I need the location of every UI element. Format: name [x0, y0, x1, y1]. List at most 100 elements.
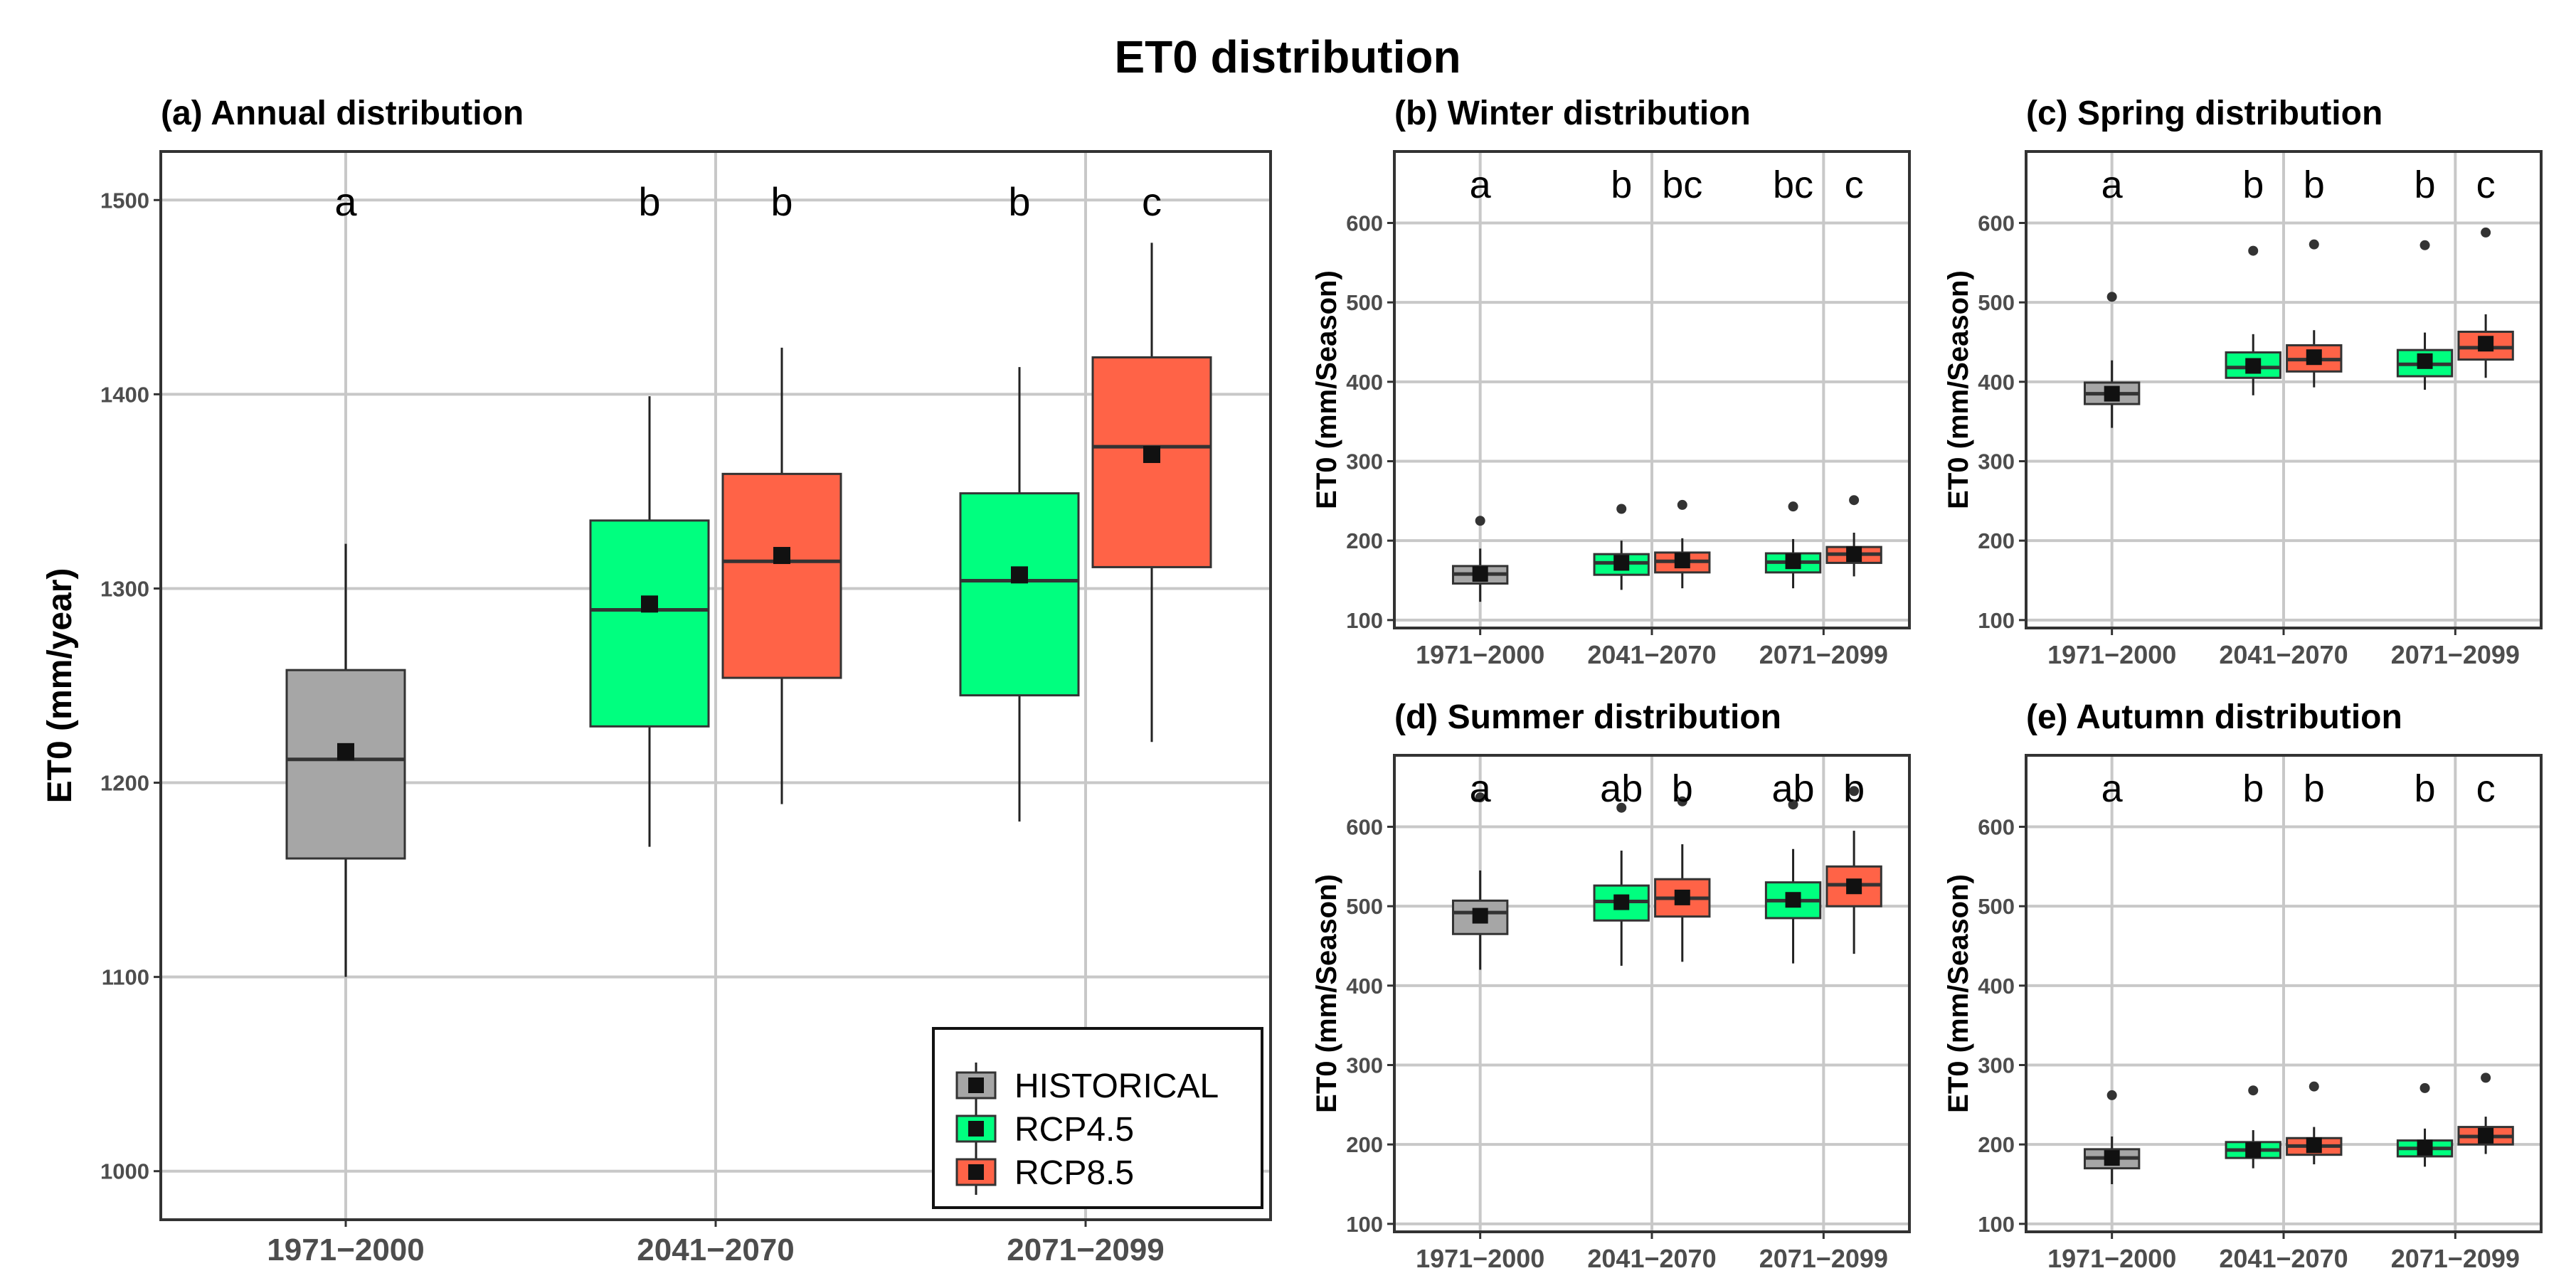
box-rcp85: c	[1825, 164, 1882, 577]
xtick-label: 2041−2070	[2219, 640, 2348, 669]
xtick-label: 2071−2099	[2391, 1244, 2520, 1273]
xtick-label: 2041−2070	[637, 1233, 794, 1267]
mean-marker	[773, 547, 790, 565]
outlier-point	[2309, 239, 2319, 250]
mean-marker	[2417, 353, 2433, 369]
significance-letter: b	[2304, 164, 2325, 206]
mean-marker	[1846, 878, 1862, 895]
significance-letter: a	[2101, 767, 2124, 810]
ytick-label: 200	[1978, 1132, 2015, 1157]
ytick-label: 100	[1346, 1212, 1383, 1237]
ytick-label: 1400	[100, 382, 149, 407]
mean-marker	[1846, 546, 1862, 563]
ytick-label: 1100	[102, 965, 149, 990]
significance-letter: b	[2415, 164, 2436, 206]
ytick-label: 600	[1978, 211, 2015, 236]
box-iqr	[285, 669, 406, 860]
significance-letter: b	[2242, 164, 2264, 206]
mean-marker	[1472, 908, 1488, 924]
box-rcp85: b	[1654, 767, 1711, 962]
ytick-label: 400	[1978, 370, 2015, 395]
significance-letter: c	[2476, 164, 2496, 206]
box-rcp85: c	[2457, 767, 2514, 1154]
xtick-label: 2041−2070	[1587, 640, 1716, 669]
mean-marker	[1472, 566, 1488, 582]
significance-letter: a	[2101, 164, 2124, 206]
xtick-label: 2071−2099	[1759, 1244, 1888, 1273]
ytick-label: 500	[1978, 290, 2015, 315]
box-rcp85: b	[721, 179, 842, 804]
xtick-label: 2041−2070	[2219, 1244, 2348, 1273]
ytick-label: 500	[1346, 894, 1383, 919]
panel-title: (a) Annual distribution	[161, 95, 524, 132]
box-rcp85: b	[1825, 767, 1882, 954]
mean-marker	[2478, 336, 2494, 352]
significance-letter: bc	[1773, 164, 1813, 206]
box-rcp85: c	[2457, 164, 2514, 378]
xtick-label: 1971−2000	[1416, 640, 1544, 669]
box-rcp85: b	[2286, 767, 2343, 1165]
ytick-label: 600	[1978, 815, 2015, 840]
ytick-label: 200	[1346, 528, 1383, 553]
outlier-point	[2481, 227, 2491, 238]
legend-entry: RCP8.5	[955, 1149, 1134, 1195]
mean-marker	[1143, 446, 1160, 464]
outlier-point	[2106, 292, 2117, 302]
xtick-label: 1971−2000	[1416, 1244, 1544, 1273]
ytick-label: 500	[1978, 894, 2015, 919]
outlier-point	[2419, 240, 2430, 250]
significance-letter: b	[2242, 767, 2264, 810]
box-historical: a	[1451, 767, 1509, 970]
mean-marker	[2478, 1127, 2494, 1144]
outlier-point	[1788, 799, 1798, 810]
mean-marker	[1674, 553, 1690, 569]
box-rcp45: bc	[1764, 164, 1822, 589]
outlier-point	[2248, 1085, 2259, 1096]
mean-marker	[1613, 555, 1630, 571]
outlier-point	[1788, 501, 1798, 512]
box-iqr	[721, 472, 842, 679]
mean-marker	[1011, 566, 1028, 584]
legend-key-mean	[968, 1121, 984, 1137]
mean-marker	[2306, 1137, 2322, 1154]
legend-label: RCP4.5	[1014, 1111, 1134, 1149]
legend-key-mean	[968, 1077, 984, 1093]
xtick-label: 2071−2099	[2391, 640, 2520, 669]
outlier-point	[1677, 499, 1687, 510]
significance-letter: a	[1470, 164, 1492, 206]
legend-entry: HISTORICAL	[955, 1063, 1219, 1108]
significance-letter: b	[1843, 767, 1865, 810]
ytick-label: 1500	[100, 188, 149, 213]
significance-letter: b	[770, 179, 793, 224]
outlier-point	[2106, 1090, 2117, 1100]
box-rcp45: b	[2225, 164, 2281, 395]
ytick-label: 600	[1346, 211, 1383, 236]
box-historical: a	[1451, 164, 1509, 602]
outlier-point	[2481, 1073, 2491, 1083]
ytick-label: 1300	[100, 576, 149, 601]
box-rcp45: b	[1593, 164, 1650, 590]
mean-marker	[1613, 894, 1630, 910]
outlier-point	[1616, 504, 1627, 514]
box-historical: a	[2083, 164, 2141, 428]
ytick-label: 100	[1346, 608, 1383, 633]
mean-marker	[2417, 1139, 2433, 1156]
ytick-label: 1200	[100, 771, 149, 796]
legend: HISTORICAL RCP4.5 RCP8.5	[932, 1027, 1263, 1209]
legend-entry: RCP4.5	[955, 1106, 1134, 1151]
mean-marker	[2104, 385, 2120, 402]
significance-letter: b	[1672, 767, 1693, 810]
xtick-label: 1971−2000	[2047, 640, 2176, 669]
legend-key-mean	[968, 1164, 984, 1180]
outlier-point	[1475, 792, 1485, 803]
outlier-point	[1849, 495, 1860, 506]
significance-letter: b	[1611, 164, 1632, 206]
significance-letter: a	[1470, 767, 1492, 810]
significance-letter: c	[2476, 767, 2496, 810]
ytick-label: 100	[1978, 608, 2015, 633]
box-historical: a	[285, 179, 406, 977]
